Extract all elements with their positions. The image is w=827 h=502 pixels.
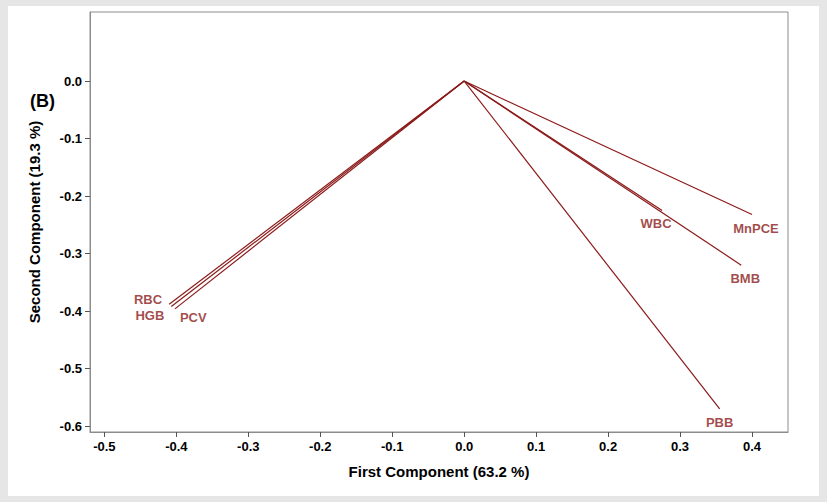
svg-text:-0.1: -0.1	[60, 131, 82, 146]
svg-text:0.0: 0.0	[455, 439, 473, 454]
svg-text:-0.4: -0.4	[165, 439, 188, 454]
svg-text:-0.3: -0.3	[60, 246, 82, 261]
svg-text:-0.4: -0.4	[60, 304, 83, 319]
svg-text:RBC: RBC	[134, 292, 163, 307]
svg-text:Second Component (19.3 %): Second Component (19.3 %)	[26, 121, 43, 324]
svg-text:First Component (63.2 %): First Component (63.2 %)	[349, 463, 530, 480]
svg-text:-0.5: -0.5	[93, 439, 115, 454]
svg-text:PBB: PBB	[706, 415, 733, 430]
svg-text:-0.5: -0.5	[60, 361, 82, 376]
svg-text:WBC: WBC	[641, 216, 673, 231]
svg-text:(B): (B)	[30, 91, 55, 111]
svg-text:0.3: 0.3	[671, 439, 689, 454]
svg-text:-0.6: -0.6	[60, 419, 82, 434]
svg-text:0.2: 0.2	[599, 439, 617, 454]
svg-text:PCV: PCV	[180, 310, 207, 325]
svg-text:-0.1: -0.1	[381, 439, 403, 454]
svg-text:HGB: HGB	[135, 308, 164, 323]
svg-text:-0.2: -0.2	[60, 189, 82, 204]
svg-text:-0.2: -0.2	[309, 439, 331, 454]
svg-text:0.0: 0.0	[64, 74, 82, 89]
svg-text:0.1: 0.1	[527, 439, 545, 454]
svg-text:BMB: BMB	[730, 271, 760, 286]
svg-text:0.4: 0.4	[743, 439, 762, 454]
svg-text:MnPCE: MnPCE	[733, 221, 779, 236]
svg-text:-0.3: -0.3	[237, 439, 259, 454]
